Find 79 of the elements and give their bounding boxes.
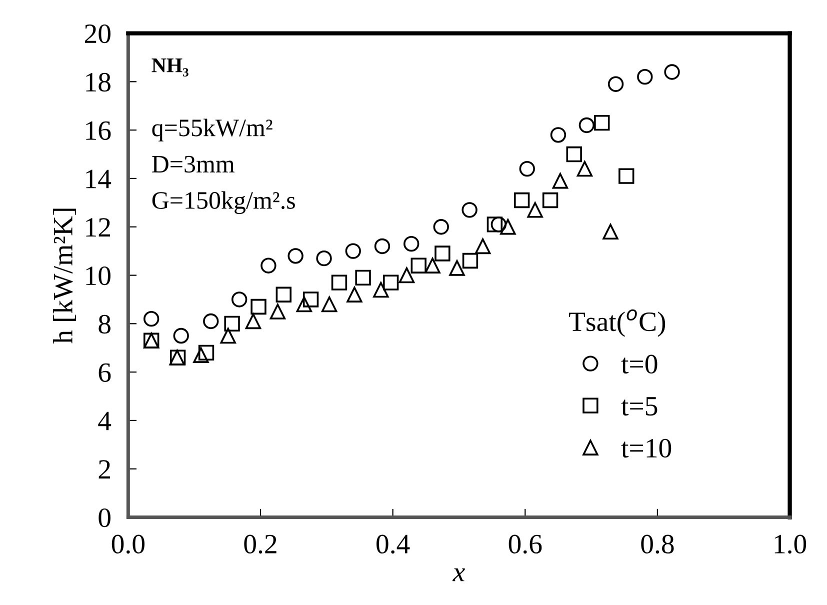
y-tick-label: 18 <box>86 72 110 92</box>
point <box>410 258 426 274</box>
point <box>373 282 389 298</box>
legend-label: t=0 <box>621 354 658 374</box>
point <box>173 328 189 344</box>
point <box>519 160 535 177</box>
annotation: NH₃ <box>152 58 188 76</box>
point <box>566 146 582 162</box>
point <box>462 202 478 218</box>
point <box>449 260 465 276</box>
x-axis-title: x <box>452 568 465 582</box>
point <box>316 250 332 266</box>
point <box>608 76 624 92</box>
annotation: D=3mm <box>152 156 234 173</box>
point <box>602 224 618 240</box>
y-tick-label: 14 <box>86 170 112 188</box>
legend-label: t=10 <box>621 438 672 458</box>
x-tick-label: 0.6 <box>508 534 542 554</box>
point <box>542 192 558 208</box>
x-tick-label: 0.0 <box>112 534 144 554</box>
x-tick-label: 0.4 <box>376 534 410 554</box>
y-tick-label: 0 <box>98 508 110 528</box>
point <box>637 68 653 85</box>
y-tick-label: 6 <box>98 363 111 382</box>
point <box>345 243 361 259</box>
x-tick-label: 1.0 <box>774 534 806 554</box>
legend-label: t=5 <box>621 397 658 416</box>
y-tick-label: 4 <box>98 412 112 430</box>
x-tick-label: 0.2 <box>244 534 276 554</box>
y-tick-label: 10 <box>86 266 110 286</box>
point <box>321 296 338 312</box>
point <box>434 246 450 262</box>
point <box>486 216 503 232</box>
point <box>198 344 214 361</box>
y-tick-label: 2 <box>98 460 110 479</box>
y-tick-label: 20 <box>84 24 110 44</box>
point <box>514 192 530 208</box>
point <box>270 304 286 320</box>
point <box>250 298 266 315</box>
point <box>594 114 610 131</box>
point <box>276 286 292 302</box>
x-tick-label: 0.8 <box>641 534 674 554</box>
point <box>552 173 568 189</box>
point <box>382 274 399 290</box>
y-tick-label: 12 <box>86 218 110 237</box>
y-tick-label: 16 <box>86 121 111 140</box>
point <box>193 347 209 363</box>
y-axis-title: h [kW/m²K] <box>52 208 76 344</box>
point <box>404 236 420 252</box>
point <box>346 286 362 302</box>
y-tick-label: 8 <box>98 314 110 334</box>
point <box>355 270 371 286</box>
point <box>374 238 390 254</box>
point <box>260 258 276 274</box>
point <box>288 248 304 264</box>
legend-title: Tsat($^{o}$C) <box>569 309 666 337</box>
point <box>550 127 566 143</box>
point <box>296 296 312 312</box>
point <box>474 238 491 254</box>
point <box>245 313 262 330</box>
point <box>302 292 319 308</box>
point <box>231 292 248 308</box>
annotation: G=150kg/m².s <box>152 191 295 214</box>
point <box>527 202 543 218</box>
point <box>664 64 680 80</box>
point <box>224 316 240 332</box>
point <box>143 310 160 327</box>
point <box>576 160 593 177</box>
point <box>424 258 440 274</box>
annotation: q=55kW/m² <box>152 118 272 142</box>
point <box>203 313 219 330</box>
point <box>220 328 236 344</box>
point <box>331 274 348 290</box>
point <box>433 219 449 235</box>
point <box>398 267 415 284</box>
point <box>578 117 595 134</box>
point <box>500 219 516 235</box>
point <box>618 168 634 184</box>
point <box>462 252 478 269</box>
